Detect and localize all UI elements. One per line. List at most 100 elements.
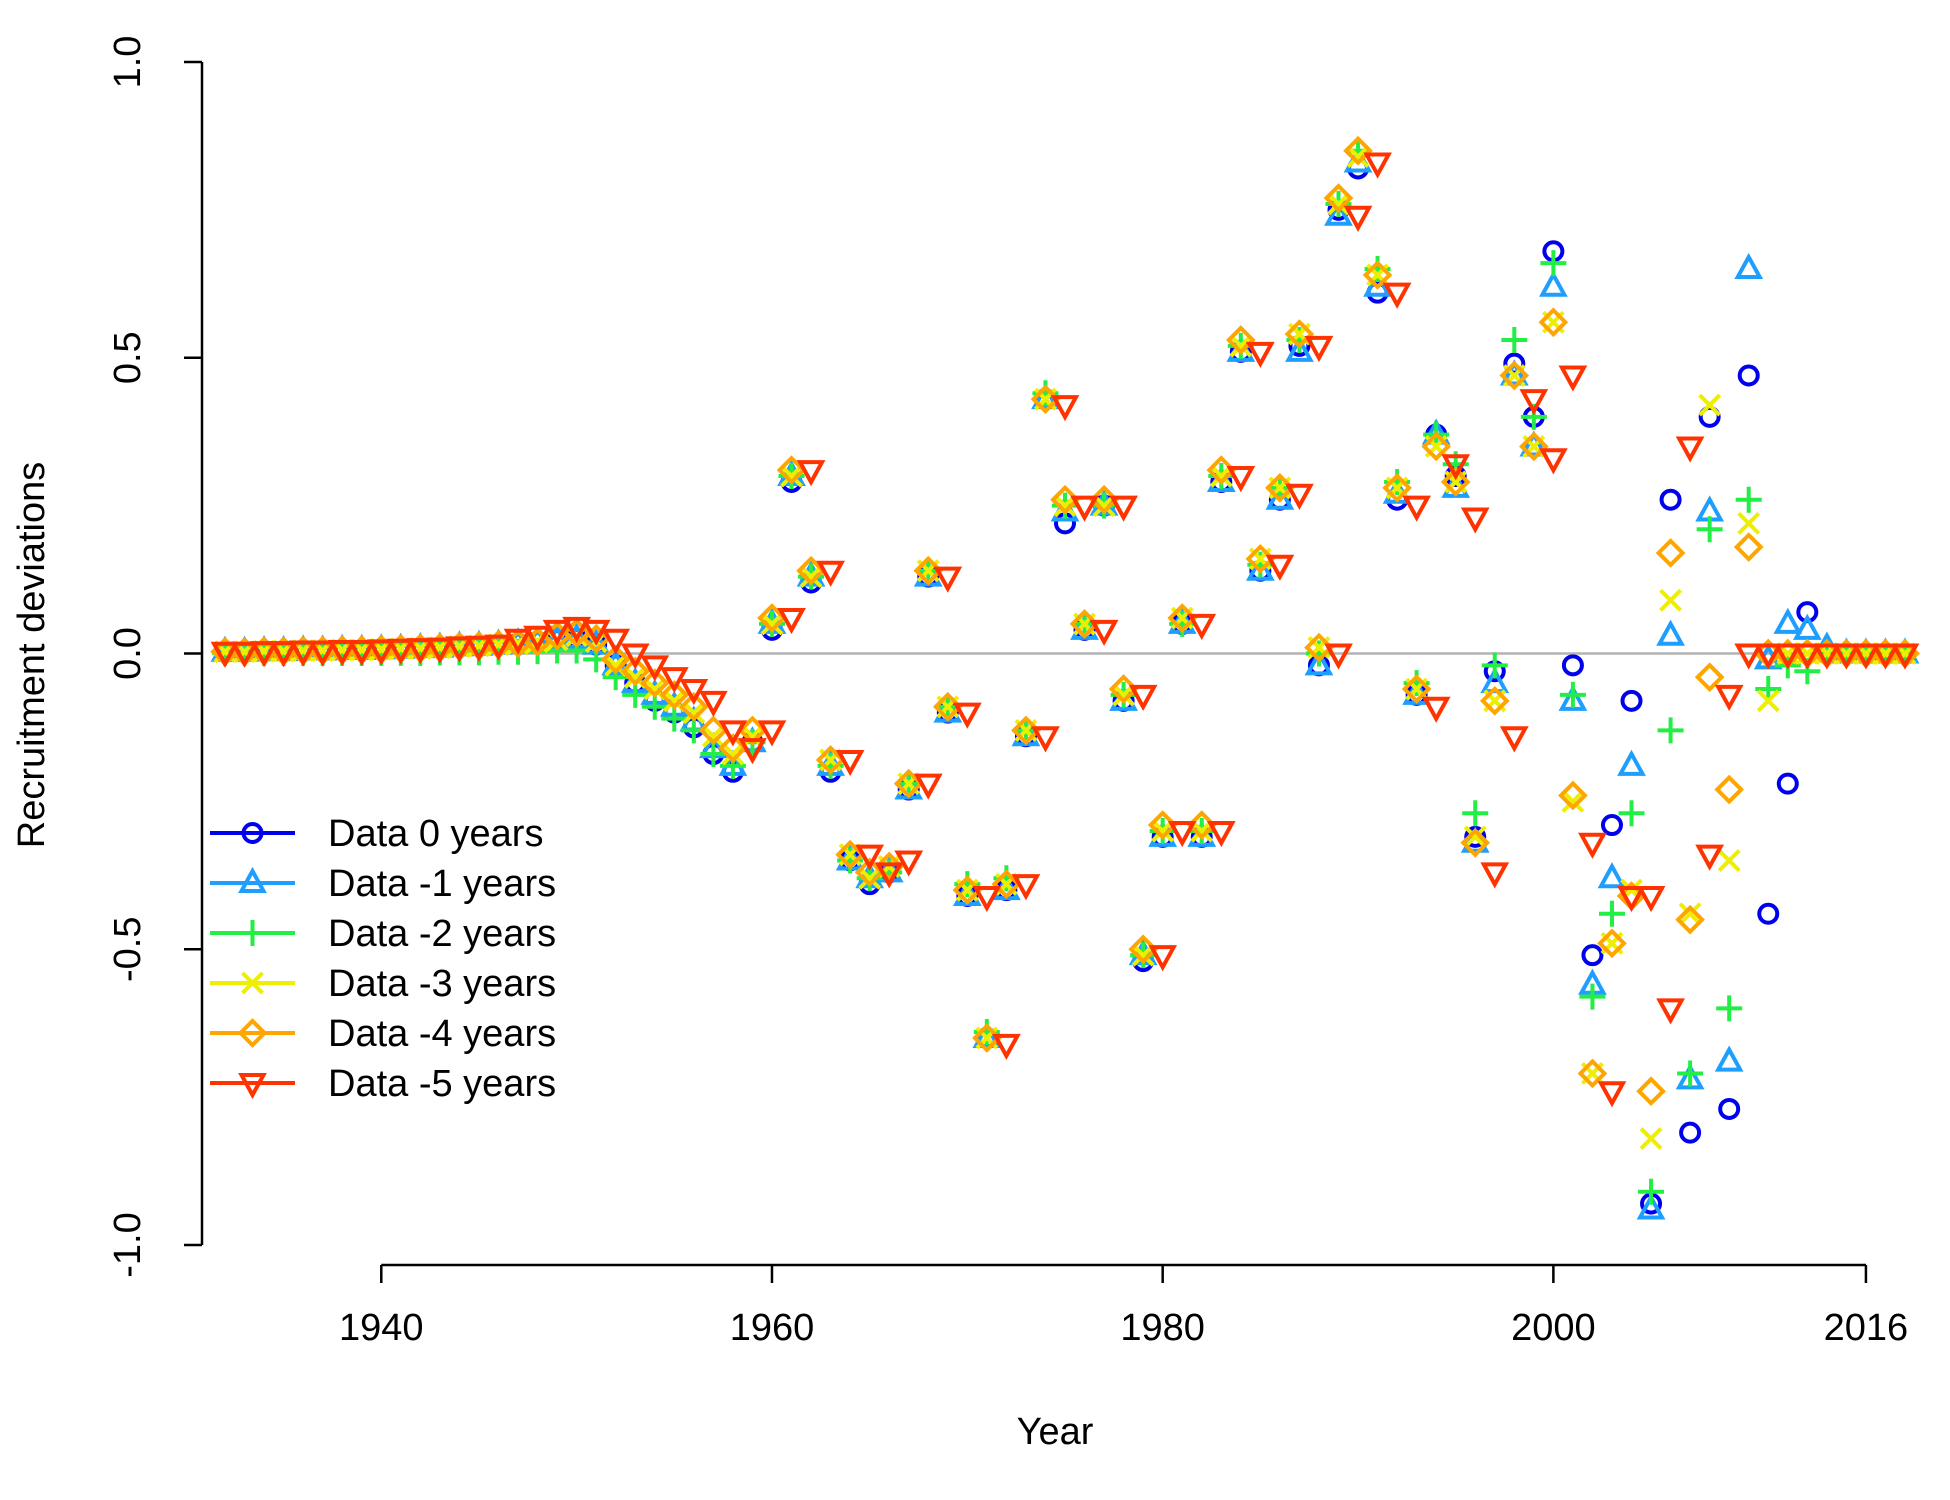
data-point (1617, 749, 1646, 776)
data-point (1460, 827, 1491, 858)
data-point (1675, 904, 1705, 935)
data-point (1229, 334, 1253, 358)
data-point (1131, 943, 1155, 967)
data-point (1735, 486, 1762, 513)
data-point (1190, 819, 1214, 843)
data-point (1698, 405, 1721, 428)
data-point (1285, 335, 1314, 362)
data-point (561, 617, 592, 648)
data-point (796, 555, 826, 586)
data-point (835, 749, 865, 777)
data-point (1151, 819, 1175, 843)
x-tick-label: 1980 (1120, 1307, 1205, 1349)
data-point (796, 460, 826, 487)
data-point (1753, 643, 1783, 670)
data-point (738, 738, 767, 765)
data-point (1324, 643, 1353, 670)
data-point (661, 705, 688, 732)
data-point (1577, 1058, 1608, 1089)
data-point (777, 608, 806, 635)
data-point (1226, 466, 1256, 493)
data-point (1070, 495, 1099, 522)
data-point (816, 560, 845, 587)
data-point (1327, 192, 1350, 216)
data-point (1167, 820, 1197, 848)
legend-item: Data -1 years (210, 863, 556, 905)
data-point (1636, 1193, 1666, 1220)
data-point (1538, 270, 1568, 297)
data-point (1499, 726, 1529, 753)
data-point (620, 656, 651, 687)
data-point (698, 690, 728, 717)
data-point (1463, 825, 1487, 849)
data-point (1558, 780, 1588, 811)
data-point (1812, 643, 1842, 670)
data-point (1656, 998, 1685, 1025)
data-point (1679, 1121, 1702, 1144)
data-point (1659, 588, 1682, 612)
data-point (327, 639, 357, 667)
data-point (1600, 814, 1623, 837)
data-point (1657, 717, 1684, 744)
data-point (639, 668, 670, 698)
data-point (835, 839, 865, 870)
data-point (1304, 649, 1334, 676)
series-4 (210, 135, 1920, 1107)
data-point (1089, 619, 1119, 646)
data-point (1598, 900, 1625, 927)
data-point (1659, 488, 1682, 511)
data-point (1578, 832, 1607, 859)
data-point (1050, 395, 1080, 422)
legend-item: Data -5 years (210, 1063, 556, 1105)
legend-item: Data -3 years (210, 963, 556, 1005)
data-point (1401, 674, 1432, 704)
data-point (799, 565, 823, 589)
data-point (741, 724, 764, 748)
data-point (464, 635, 494, 662)
data-point (1031, 383, 1060, 410)
data-point (760, 612, 784, 636)
data-point (1382, 473, 1412, 503)
data-point (1694, 662, 1725, 692)
data-point (1718, 1097, 1741, 1120)
series-1 (210, 146, 1920, 1220)
data-point (1734, 643, 1764, 670)
x-tick-label: 1940 (339, 1307, 424, 1349)
data-point (952, 702, 982, 729)
data-point (581, 619, 611, 646)
data-point (445, 636, 474, 663)
data-point (1519, 389, 1549, 416)
data-point (1597, 928, 1627, 959)
legend-marker (237, 1018, 268, 1048)
axes-layer: -1.0 -0.5 0.0 0.5 1.0 1940 1960 1980 2000 2016 (107, 36, 1908, 1349)
data-point (1053, 494, 1077, 518)
legend-item: Data -4 years (210, 1013, 556, 1055)
data-point (757, 603, 787, 633)
data-point (1832, 643, 1861, 670)
data-point (1519, 430, 1549, 457)
data-point (269, 641, 298, 668)
data-point (1421, 696, 1451, 723)
data-point (562, 616, 592, 644)
data-point (701, 724, 725, 748)
y-tick-label: 1.0 (107, 36, 149, 89)
data-point (622, 681, 649, 708)
data-point (1620, 689, 1643, 712)
data-point (1558, 684, 1588, 711)
x-tick-label: 2016 (1824, 1307, 1909, 1349)
data-point (602, 664, 629, 691)
data-point (1245, 554, 1275, 581)
legend-item: Data 0 years (210, 813, 543, 855)
data-point (1579, 983, 1606, 1010)
data-point (1773, 607, 1803, 634)
data-point (913, 773, 943, 800)
data-point (1561, 654, 1584, 677)
data-point (1343, 135, 1373, 166)
data-point (972, 886, 1002, 913)
data-point (698, 715, 729, 746)
data-point (1499, 359, 1529, 386)
data-point (1346, 145, 1370, 169)
data-point (1363, 270, 1392, 297)
data-point (1871, 643, 1900, 670)
legend-marker (241, 971, 264, 995)
